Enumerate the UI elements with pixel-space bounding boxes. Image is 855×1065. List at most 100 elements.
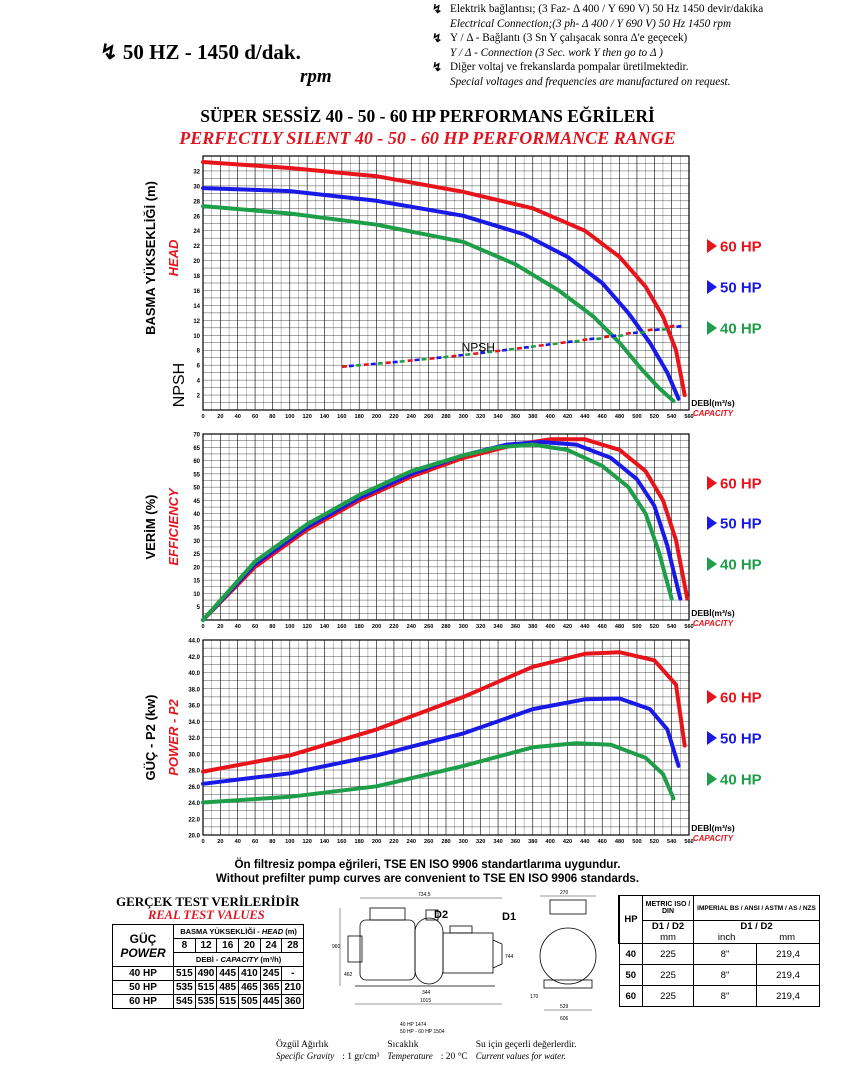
y-tick-label: 42.0 [188,655,200,661]
x-axis-label: DEBİ(m³/s) [691,823,735,833]
x-tick-label: 560 [684,624,693,630]
y-tick-label: 16 [193,289,200,295]
standard-tr: Ön filtresiz pompa eğrileri, TSE EN ISO … [234,858,621,871]
legend-label: 50 HP [720,731,762,748]
cell: 545 [173,994,196,1009]
table-row: 50 HP 535 515 485 465 365 210 [112,980,305,995]
legend-marker-icon [707,280,717,294]
x-tick-label: 540 [667,839,676,845]
x-tick-label: 320 [476,624,485,630]
y-axis-label-en: HEAD [166,239,181,276]
x-tick-label: 360 [511,839,520,845]
bolt-icon: ↯ [432,31,443,46]
x-tick-label: 240 [407,839,416,845]
y-tick-label: 55 [193,472,200,478]
x-tick-label: 460 [598,414,607,420]
x-axis-label: DEBİ(m³/s) [691,398,735,408]
y-tick-label: 10 [193,592,200,598]
table-row: 60 225 8" 219,4 [618,985,820,1007]
cell: 245 [259,966,283,981]
cell: 225 [642,964,694,986]
x-tick-label: 20 [217,414,223,420]
bolt-icon: ↯ [432,60,443,75]
y-tick-label: 65 [193,446,200,452]
dim-label: 170 [530,994,539,1000]
x-tick-label: 140 [320,624,329,630]
table-row: 40 225 8" 219,4 [618,943,820,965]
x-tick-label: 480 [615,414,624,420]
x-tick-label: 240 [407,414,416,420]
y-tick-label: 2 [197,394,201,400]
x-tick-label: 500 [632,414,641,420]
header-notes: ↯ Elektrik bağlantısı; (3 Faz- Δ 400 / Y … [432,2,852,90]
npsh-line-40hp [341,325,681,368]
cell: 505 [238,994,261,1009]
x-tick-label: 540 [667,414,676,420]
x-tick-label: 340 [493,624,502,630]
legend-label: 60 HP [720,690,762,707]
note-3-en: Special voltages and frequencies are man… [450,75,731,88]
y-tick-label: 50 [193,486,200,492]
cap-label-tr: DEBİ - [195,955,219,964]
x-tick-label: 240 [407,624,416,630]
cell: 225 [642,943,694,965]
x-tick-label: 320 [476,414,485,420]
x-tick-label: 440 [580,839,589,845]
x-axis-label-en: CAPACITY [693,619,734,628]
dim-label: 40 HP 1474 [400,1022,427,1028]
y-tick-label: 20.0 [188,834,200,840]
y-tick-label: 20 [193,565,200,571]
x-tick-label: 200 [372,414,381,420]
cell: 535 [194,994,218,1009]
x-tick-label: 260 [424,624,433,630]
dim-label: 744 [505,954,514,960]
metric-header: METRIC ISO / DIN [642,895,694,921]
y-tick-label: 30 [193,539,200,545]
x-tick-label: 420 [563,624,572,630]
water-tr: Su için geçerli değerlerdir. [475,1040,577,1050]
rpm-text: rpm [300,66,332,87]
y-tick-label: 30.0 [188,752,200,758]
y-tick-label: 24 [193,229,200,235]
x-tick-label: 20 [217,624,223,630]
y-tick-label: 10 [193,334,200,340]
series-line-50hp [201,186,681,401]
note-2-en: Y / Δ - Connection (3 Sec. work Y then g… [450,46,663,59]
test-values-table: GÜÇ POWER BASMA YÜKSEKLİĞİ - HEAD (m) 8 1… [112,924,305,1009]
cap-label: DEBİ - CAPACITY (m³/h) [172,952,305,967]
x-tick-label: 40 [235,624,241,630]
x-tick-label: 180 [355,414,364,420]
x-tick-label: 160 [337,414,346,420]
x-tick-label: 220 [389,624,398,630]
corner-en: POWER [120,945,166,960]
x-tick-label: 120 [302,624,311,630]
test-title-tr: GERÇEK TEST VERİLERİDİR [116,894,300,909]
cell: 485 [216,980,240,995]
x-tick-label: 560 [684,414,693,420]
y-tick-label: 24.0 [188,801,200,807]
legend-marker-icon [707,772,717,786]
row-hp: 40 HP [112,966,174,981]
legend-label: 50 HP [720,280,762,297]
x-tick-label: 300 [459,624,468,630]
dim-label: 960 [332,944,341,950]
y-tick-label: 22.0 [188,817,200,823]
cell: 515 [173,966,196,981]
terminal-box [449,925,473,934]
x-tick-label: 200 [372,624,381,630]
series-line-60hp [201,650,687,774]
x-tick-label: 400 [545,839,554,845]
x-tick-label: 460 [598,839,607,845]
x-tick-label: 100 [285,624,294,630]
chart-efficiency: 5 10 15 20 25 30 35 40 45 50 55 60 65 70 0 20 40 60 80 100 1… [143,433,762,631]
x-tick-label: 380 [528,624,537,630]
x-tick-label: 520 [650,839,659,845]
x-tick-label: 100 [285,414,294,420]
cell: 365 [259,980,283,995]
cap-unit: (m³/h) [260,955,282,964]
y-tick-label: 70 [193,433,200,439]
y-tick-label: 38.0 [188,687,200,693]
dim-label: 344 [422,990,431,996]
head-label-tr: BASMA YÜKSEKLİĞİ - [180,927,260,936]
table-row: 50 225 8" 219,4 [618,964,820,986]
